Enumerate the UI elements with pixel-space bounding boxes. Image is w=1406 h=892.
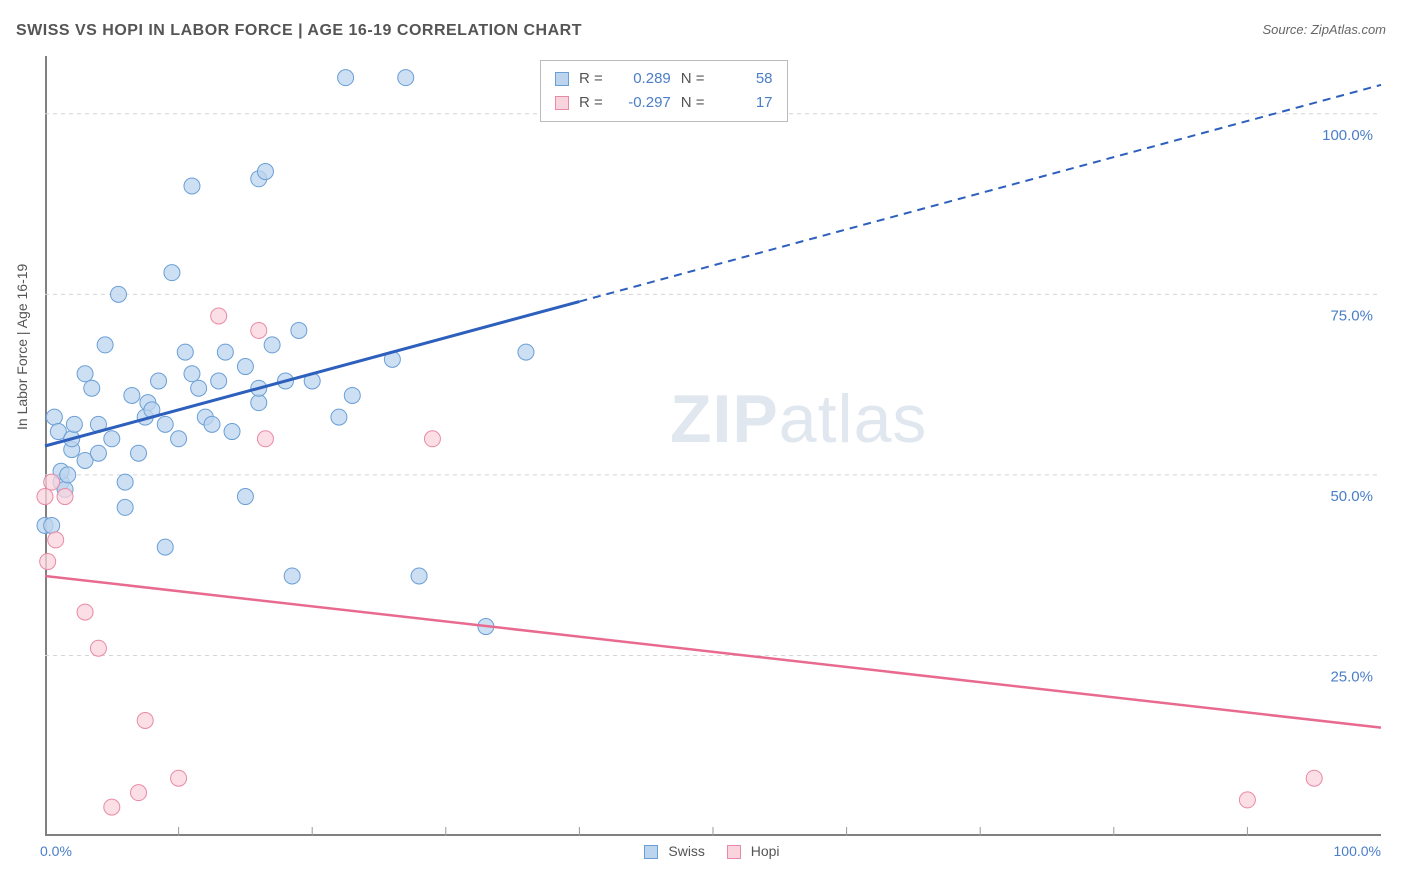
swiss-swatch-icon	[644, 845, 658, 859]
hopi-swatch-icon	[555, 96, 569, 110]
swiss-swatch-icon	[555, 72, 569, 86]
swiss-label: Swiss	[668, 843, 705, 859]
swiss-r-value: 0.289	[613, 67, 671, 91]
swiss-n-value: 58	[715, 67, 773, 91]
source-citation: Source: ZipAtlas.com	[1262, 22, 1386, 37]
chart-container: SWISS VS HOPI IN LABOR FORCE | AGE 16-19…	[0, 0, 1406, 892]
legend-row-hopi: R = -0.297 N = 17	[555, 91, 773, 115]
hopi-label: Hopi	[751, 843, 780, 859]
hopi-r-value: -0.297	[613, 91, 671, 115]
svg-text:100.0%: 100.0%	[1322, 127, 1373, 144]
chart-title: SWISS VS HOPI IN LABOR FORCE | AGE 16-19…	[16, 22, 582, 40]
hopi-n-value: 17	[715, 91, 773, 115]
r-label: R =	[579, 91, 603, 115]
hopi-swatch-icon	[727, 845, 741, 859]
svg-text:75.0%: 75.0%	[1330, 307, 1373, 324]
n-label: N =	[681, 67, 705, 91]
y-axis-label: In Labor Force | Age 16-19	[14, 264, 30, 430]
r-label: R =	[579, 67, 603, 91]
svg-text:25.0%: 25.0%	[1330, 668, 1373, 685]
svg-text:50.0%: 50.0%	[1330, 488, 1373, 505]
scatter-plot: 25.0% 50.0% 75.0% 100.0%	[45, 56, 1381, 836]
series-legend: Swiss Hopi	[0, 843, 1406, 859]
legend-row-swiss: R = 0.289 N = 58	[555, 67, 773, 91]
correlation-legend: R = 0.289 N = 58 R = -0.297 N = 17	[540, 60, 788, 122]
n-label: N =	[681, 91, 705, 115]
